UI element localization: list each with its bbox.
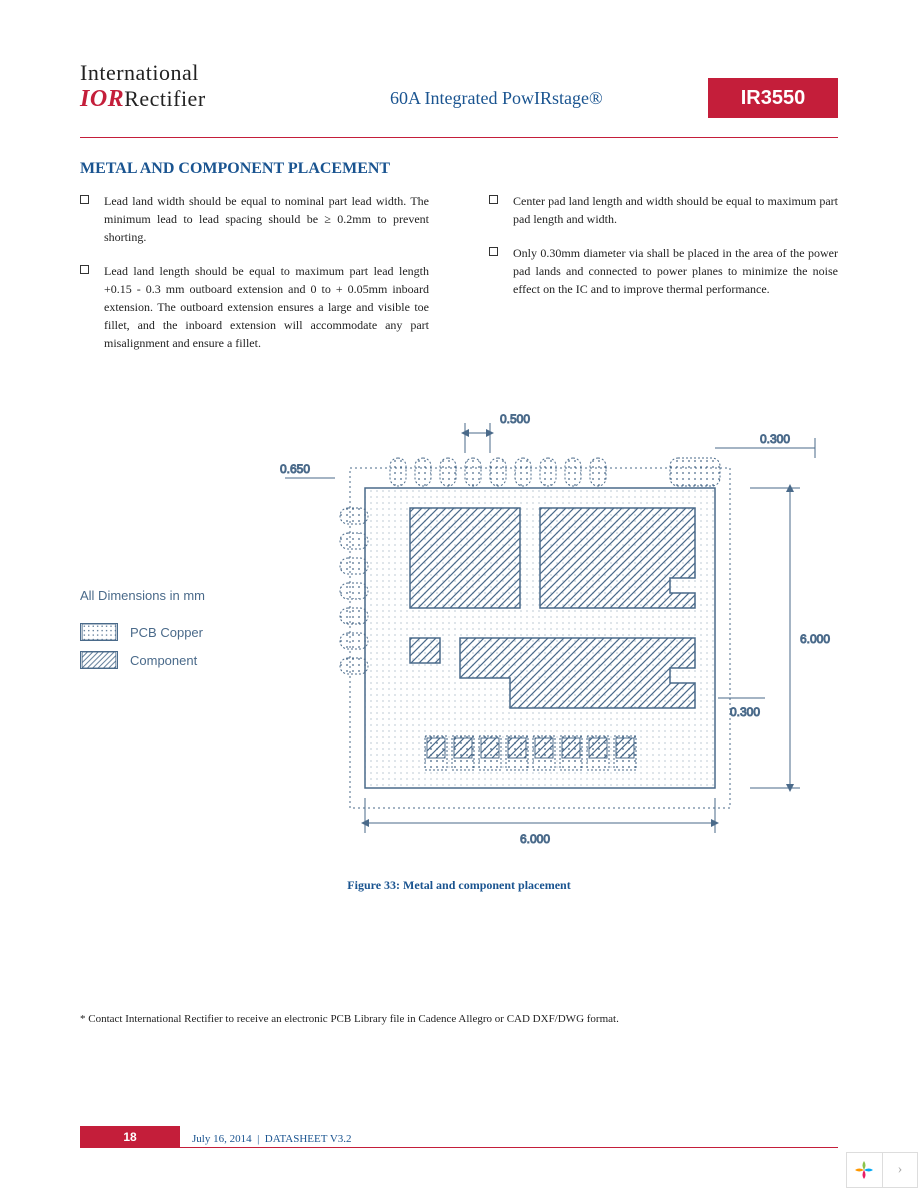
chevron-right-icon[interactable]: › [882,1152,917,1188]
bullet-item: Lead land length should be equal to maxi… [104,262,429,352]
legend-swatch-copper [80,623,118,641]
product-title: 60A Integrated PowIRstage® [390,88,603,109]
company-logo: International IORRectifier [80,60,206,113]
logo-ior: IOR [80,86,124,112]
placement-diagram: 0.500 0.300 0.650 6.000 0.300 [260,398,850,858]
legend: All Dimensions in mm PCB Copper Componen… [80,588,205,679]
top-pads [390,458,606,486]
dim-label: 0.300 [730,705,760,719]
footnote: * Contact International Rectifier to rec… [80,1013,838,1025]
legend-swatch-component [80,651,118,669]
dim-label: 6.000 [800,632,830,646]
dim-label: 0.500 [500,412,530,426]
logo-rectifier: Rectifier [124,86,205,111]
legend-label: PCB Copper [130,625,203,640]
header: International IORRectifier 60A Integrate… [80,60,838,130]
figure-caption: Figure 33: Metal and component placement [80,878,838,893]
legend-item: Component [80,651,205,669]
legend-title: All Dimensions in mm [80,588,205,603]
footer-date: July 16, 2014 [192,1133,252,1145]
footer-text: July 16, 2014 | DATASHEET V3.2 [192,1133,352,1145]
corner-widget[interactable]: › [846,1152,918,1188]
legend-label: Component [130,653,197,668]
diagram-area: All Dimensions in mm PCB Copper Componen… [80,398,838,868]
legend-item: PCB Copper [80,623,205,641]
part-number-box: IR3550 [708,78,838,118]
footer-version: DATASHEET V3.2 [265,1133,352,1145]
bullet-item: Center pad land length and width should … [513,192,838,228]
footer: 18 July 16, 2014 | DATASHEET V3.2 [80,1122,838,1148]
section-title: METAL AND COMPONENT PLACEMENT [80,160,838,178]
dim-label: 6.000 [520,832,550,846]
bullet-columns: Lead land width should be equal to nomin… [80,192,838,368]
bullet-item: Lead land width should be equal to nomin… [104,192,429,246]
app-icon[interactable] [847,1152,882,1188]
logo-line2: IORRectifier [80,86,206,113]
page-number-box: 18 [80,1126,180,1148]
page: International IORRectifier 60A Integrate… [0,0,918,1188]
bullets-left-column: Lead land width should be equal to nomin… [80,192,429,368]
bullets-right-column: Center pad land length and width should … [489,192,838,368]
dim-label: 0.650 [280,462,310,476]
footer-divider [180,1147,838,1148]
left-pads [340,508,368,674]
logo-line1: International [80,60,206,86]
dim-label: 0.300 [760,432,790,446]
header-divider [80,137,838,138]
bullet-item: Only 0.30mm diameter via shall be placed… [513,244,838,298]
